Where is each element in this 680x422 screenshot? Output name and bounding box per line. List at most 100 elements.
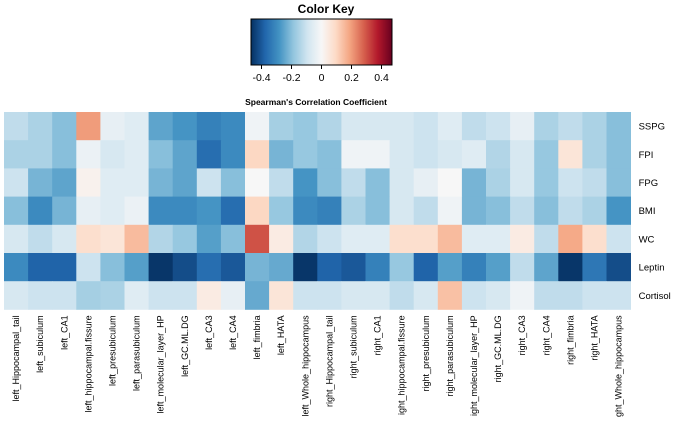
- color-key-tick-label: 0: [319, 72, 325, 84]
- heatmap-cell-bmi-20: [486, 196, 511, 226]
- heatmap-cell-leptin-18: [437, 253, 463, 282]
- heatmap-cell-fpg-0: [4, 168, 29, 197]
- column-label-19: ight_molecular_layer_HP: [469, 315, 479, 416]
- heatmap-cell-cortisol-4: [100, 281, 125, 310]
- heatmap-cell-fpi-9: [220, 140, 246, 169]
- heatmap-cell-fpi-18: [437, 140, 463, 169]
- heatmap-cell-leptin-2: [52, 253, 77, 282]
- heatmap-cell-sspg-2: [52, 112, 77, 141]
- heatmap-cell-cortisol-25: [606, 281, 631, 310]
- color-key-tick-label: 0.2: [344, 72, 359, 84]
- row-label-fpi: FPI: [639, 150, 654, 161]
- color-key-ticks: -0.4 -0.2 0 0.2 0.4: [252, 65, 389, 84]
- color-key-title: Color Key: [298, 2, 355, 16]
- heatmap-cell-cortisol-11: [269, 281, 294, 310]
- heatmap-cell-sspg-16: [389, 112, 415, 141]
- heatmap-cell-fpg-17: [413, 168, 439, 197]
- heatmap-cell-wc-19: [461, 224, 487, 254]
- heatmap-cell-sspg-6: [148, 112, 174, 141]
- column-label-13: right_Hippocampal_tail: [324, 315, 334, 407]
- color-key-bar: [250, 18, 393, 66]
- heatmap-cell-bmi-2: [52, 196, 77, 226]
- heatmap-cell-bmi-3: [76, 196, 101, 226]
- heatmap-cell-fpi-16: [389, 140, 415, 169]
- heatmap-cell-fpg-6: [148, 168, 174, 197]
- heatmap-cell-wc-15: [365, 224, 390, 254]
- heatmap-cell-cortisol-19: [461, 281, 487, 310]
- column-label-3: left_hippocampal.fissure: [83, 315, 93, 412]
- heatmap-cell-leptin-20: [486, 253, 511, 282]
- heatmap-cell-wc-10: [245, 224, 270, 254]
- heatmap-cell-leptin-4: [100, 253, 125, 282]
- heatmap-cell-bmi-24: [582, 196, 607, 226]
- heatmap-cell-sspg-5: [124, 112, 149, 141]
- column-label-23: right_fimbria: [565, 315, 575, 365]
- row-label-wc: WC: [639, 234, 655, 245]
- heatmap-cell-leptin-16: [389, 253, 415, 282]
- heatmap-cell-fpg-10: [245, 168, 270, 197]
- heatmap-cell-sspg-12: [293, 112, 318, 141]
- heatmap-cell-fpg-13: [317, 168, 342, 197]
- heatmap-cell-wc-20: [486, 224, 511, 254]
- heatmap-cell-sspg-7: [172, 112, 198, 141]
- row-labels: SSPG FPI FPG BMI WC Leptin Cortisol: [639, 122, 671, 302]
- heatmap-cell-fpg-11: [269, 168, 294, 197]
- heatmap-cell-fpi-24: [582, 140, 607, 169]
- heatmap-cell-sspg-3: [76, 112, 101, 141]
- heatmap-cell-leptin-22: [534, 253, 559, 282]
- heatmap-cell-bmi-25: [606, 196, 631, 226]
- heatmap-cell-sspg-23: [558, 112, 583, 141]
- column-label-12: left_Whole_hippocampus: [300, 315, 310, 417]
- column-label-6: left_molecular_layer_HP: [156, 315, 166, 413]
- heatmap-cell-sspg-21: [510, 112, 535, 141]
- heatmap-cell-leptin-12: [293, 253, 318, 282]
- column-label-10: left_fimbria: [252, 315, 262, 359]
- heatmap-cell-wc-14: [341, 224, 366, 254]
- row-label-fpg: FPG: [639, 178, 659, 189]
- heatmap-cell-cortisol-3: [76, 281, 101, 310]
- heatmap-cell-leptin-15: [365, 253, 390, 282]
- heatmap-cell-leptin-8: [196, 253, 222, 282]
- heatmap-cell-fpg-2: [52, 168, 77, 197]
- heatmap-cell-bmi-18: [437, 196, 463, 226]
- heatmap-cell-sspg-20: [486, 112, 511, 141]
- heatmap-cell-wc-5: [124, 224, 149, 254]
- heatmap-cell-cortisol-2: [52, 281, 77, 310]
- heatmap-cell-cortisol-0: [4, 281, 29, 310]
- heatmap-cell-fpg-25: [606, 168, 631, 197]
- column-label-15: right_CA1: [373, 315, 383, 355]
- heatmap-cell-wc-6: [148, 224, 174, 254]
- heatmap-cell-fpi-5: [124, 140, 149, 169]
- heatmap-cell-cortisol-14: [341, 281, 366, 310]
- heatmap-cell-wc-24: [582, 224, 607, 254]
- heatmap-cell-bmi-22: [534, 196, 559, 226]
- heatmap-cell-fpi-13: [317, 140, 342, 169]
- heatmap-cell-cortisol-24: [582, 281, 607, 310]
- heatmap-cell-bmi-9: [220, 196, 246, 226]
- heatmap-cell-cortisol-23: [558, 281, 583, 310]
- heatmap-cell-wc-0: [4, 224, 29, 254]
- heatmap-cells: [4, 112, 631, 310]
- heatmap-cell-fpi-15: [365, 140, 390, 169]
- column-label-22: right_CA4: [541, 315, 551, 355]
- heatmap-cell-leptin-23: [558, 253, 583, 282]
- row-label-cortisol: Cortisol: [639, 291, 671, 302]
- heatmap-cell-cortisol-20: [486, 281, 511, 310]
- heatmap-cell-fpg-20: [486, 168, 511, 197]
- heatmap-cell-bmi-4: [100, 196, 125, 226]
- heatmap-cell-cortisol-15: [365, 281, 390, 310]
- heatmap-cell-leptin-17: [413, 253, 439, 282]
- heatmap-cell-fpi-12: [293, 140, 318, 169]
- heatmap-cell-fpg-8: [196, 168, 222, 197]
- heatmap-cell-sspg-13: [317, 112, 342, 141]
- heatmap-cell-bmi-19: [461, 196, 487, 226]
- column-label-9: left_CA4: [228, 315, 238, 350]
- heatmap-cell-fpi-11: [269, 140, 294, 169]
- heatmap-cell-leptin-0: [4, 253, 29, 282]
- heatmap-cell-bmi-21: [510, 196, 535, 226]
- heatmap-cell-wc-12: [293, 224, 318, 254]
- heatmap-cell-leptin-19: [461, 253, 487, 282]
- heatmap-cell-wc-22: [534, 224, 559, 254]
- heatmap-cell-sspg-9: [220, 112, 246, 141]
